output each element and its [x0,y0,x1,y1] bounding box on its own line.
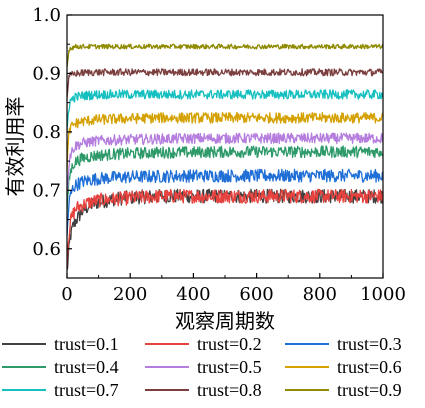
series-line-trust-0_9 [67,43,383,68]
x-tick-label: 0 [61,284,72,305]
plot-area [67,43,383,271]
legend-entry: trust=0.7 [2,380,119,400]
x-tick-label: 1000 [360,284,406,305]
legend-label: trust=0.2 [197,334,262,354]
legend-label: trust=0.5 [197,357,262,377]
y-tick-label: 0.6 [32,239,61,260]
x-tick-label: 400 [176,284,210,305]
legend-label: trust=0.9 [337,380,402,400]
x-tick-label: 800 [303,284,337,305]
x-axis-label: 观察周期数 [175,309,275,333]
plot-frame [66,14,384,279]
series-line-trust-0_5 [67,132,383,193]
legend-label: trust=0.7 [54,380,119,400]
legend-label: trust=0.8 [197,380,262,400]
legend-entry: trust=0.3 [285,334,402,354]
series-line-trust-0_3 [67,168,383,237]
x-tick-label: 600 [239,284,273,305]
series-line-trust-0_4 [67,145,383,214]
series-line-trust-0_8 [67,68,383,98]
series-line-trust-0_2 [67,188,383,268]
y-axis-label: 有效利用率 [3,97,27,197]
y-tick-label: 0.9 [32,63,61,84]
legend-label: trust=0.4 [54,357,119,377]
legend-entry: trust=0.8 [145,380,262,400]
y-tick-label: 0.8 [32,122,61,143]
legend: trust=0.1 trust=0.2 trust=0.3 trust=0.4 trus… [2,334,402,400]
series-line-trust-0_7 [67,89,383,131]
legend-entry: trust=0.1 [2,334,119,354]
x-tick-label: 200 [113,284,147,305]
legend-entry: trust=0.6 [285,357,402,377]
series-line-trust-0_6 [67,111,383,172]
y-tick-label: 0.7 [32,180,61,201]
y-tick-label: 1.0 [32,5,61,26]
legend-entry: trust=0.5 [145,357,262,377]
legend-label: trust=0.1 [54,334,119,354]
legend-entry: trust=0.2 [145,334,262,354]
legend-label: trust=0.3 [337,334,402,354]
axes: 0 200 400 600 800 1000 0.6 0.7 0.8 0.9 1.0 [32,5,406,305]
legend-entry: trust=0.9 [285,380,402,400]
legend-label: trust=0.6 [337,357,402,377]
legend-entry: trust=0.4 [2,357,119,377]
